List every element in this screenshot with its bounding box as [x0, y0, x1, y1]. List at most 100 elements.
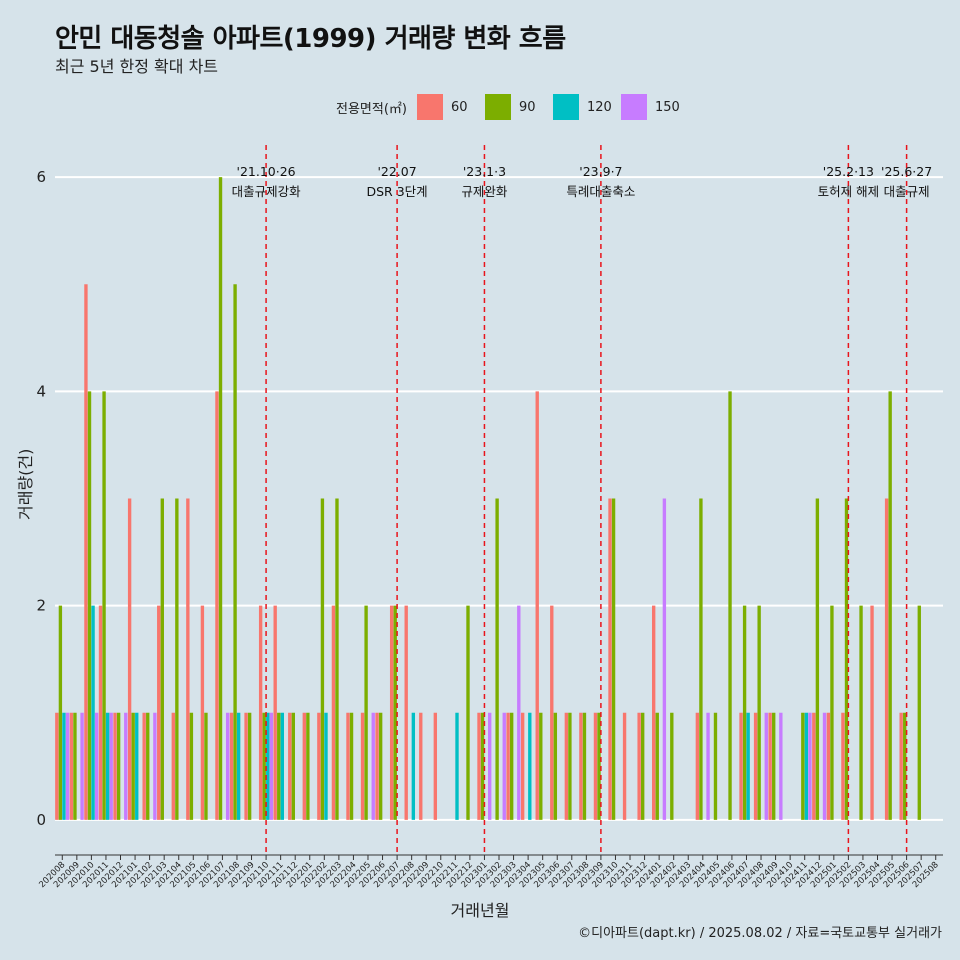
bar	[582, 712, 587, 820]
bar	[364, 605, 368, 820]
event-label: 대출규제	[884, 184, 930, 199]
bar	[597, 712, 601, 820]
bar	[244, 712, 248, 820]
bar	[273, 605, 277, 820]
bar	[517, 605, 521, 820]
bar	[564, 712, 569, 820]
bar	[233, 284, 237, 820]
legend-item-90: 90	[484, 94, 547, 120]
bar	[466, 605, 470, 820]
bar	[695, 712, 700, 820]
bar	[768, 712, 772, 820]
bar	[378, 712, 383, 820]
event-label: 대출규제강화	[232, 184, 302, 199]
bar	[477, 712, 481, 820]
bar	[535, 391, 539, 820]
bar	[593, 712, 598, 820]
bar	[808, 712, 812, 820]
bar	[815, 498, 820, 820]
legend-title: 전용면적(㎡)	[336, 101, 407, 117]
bar	[728, 391, 732, 820]
bar	[302, 712, 306, 820]
bar	[539, 712, 543, 820]
bar	[160, 498, 164, 820]
bar	[215, 391, 219, 820]
bar	[495, 498, 499, 820]
bar	[306, 712, 310, 820]
bar	[520, 712, 525, 820]
bar	[433, 712, 438, 820]
bar	[611, 498, 616, 820]
bar	[186, 498, 190, 820]
bar	[801, 712, 805, 820]
legend-swatch	[552, 94, 579, 120]
bar	[812, 712, 816, 820]
bar	[746, 712, 750, 820]
event-label: '23.1·3	[463, 164, 506, 179]
bar	[641, 712, 645, 820]
bar	[903, 712, 907, 820]
bar	[870, 605, 874, 820]
bar	[335, 498, 339, 820]
y-tick-label: 2	[36, 597, 46, 615]
bar	[135, 712, 139, 820]
bar	[131, 712, 135, 820]
bar	[764, 712, 768, 820]
bar	[655, 712, 659, 820]
bar	[822, 712, 827, 820]
bar	[753, 712, 758, 820]
event-label: '25.6·27	[881, 164, 932, 179]
bar	[317, 712, 321, 820]
bar	[204, 712, 208, 820]
bar	[480, 712, 485, 820]
bar	[124, 712, 128, 820]
bar	[826, 712, 831, 820]
bar	[804, 712, 809, 820]
bar	[331, 605, 336, 820]
legend-item-120: 120	[552, 94, 615, 120]
bar	[146, 712, 150, 820]
bar	[55, 712, 59, 820]
bar	[622, 712, 627, 820]
bar	[73, 712, 77, 820]
bar	[899, 712, 903, 820]
bar	[757, 605, 761, 820]
bar	[157, 605, 161, 820]
bar	[189, 712, 194, 820]
legend-label: 90	[518, 99, 536, 115]
bar	[266, 712, 270, 820]
bar	[637, 712, 641, 820]
bar	[225, 712, 230, 820]
bar	[568, 712, 572, 820]
bar	[404, 605, 408, 820]
event-label: '25.2·13	[823, 164, 874, 179]
bar	[105, 712, 110, 820]
bar	[488, 712, 492, 820]
legend-swatch	[484, 94, 511, 120]
bar	[509, 712, 514, 820]
y-axis-label: 거래량(건)	[16, 448, 35, 520]
bar	[94, 712, 99, 820]
bar	[739, 712, 743, 820]
bar	[65, 712, 70, 820]
bar	[579, 712, 583, 820]
bar	[888, 391, 892, 820]
legend-label: 120	[586, 99, 612, 115]
bar	[779, 712, 783, 820]
bar	[258, 605, 263, 820]
bar	[662, 498, 667, 820]
bar	[393, 605, 397, 820]
bar	[80, 712, 84, 820]
bar	[550, 605, 554, 820]
bar	[553, 712, 558, 820]
y-tick-label: 4	[36, 382, 46, 400]
event-label: 규제완화	[461, 184, 508, 199]
bar	[419, 712, 423, 820]
bar	[175, 498, 179, 820]
bar	[360, 712, 365, 820]
bar	[109, 712, 113, 820]
legend-label: 60	[450, 99, 468, 115]
legend: 전용면적(㎡) 60 90 120 150	[336, 93, 689, 121]
bar	[236, 712, 241, 820]
